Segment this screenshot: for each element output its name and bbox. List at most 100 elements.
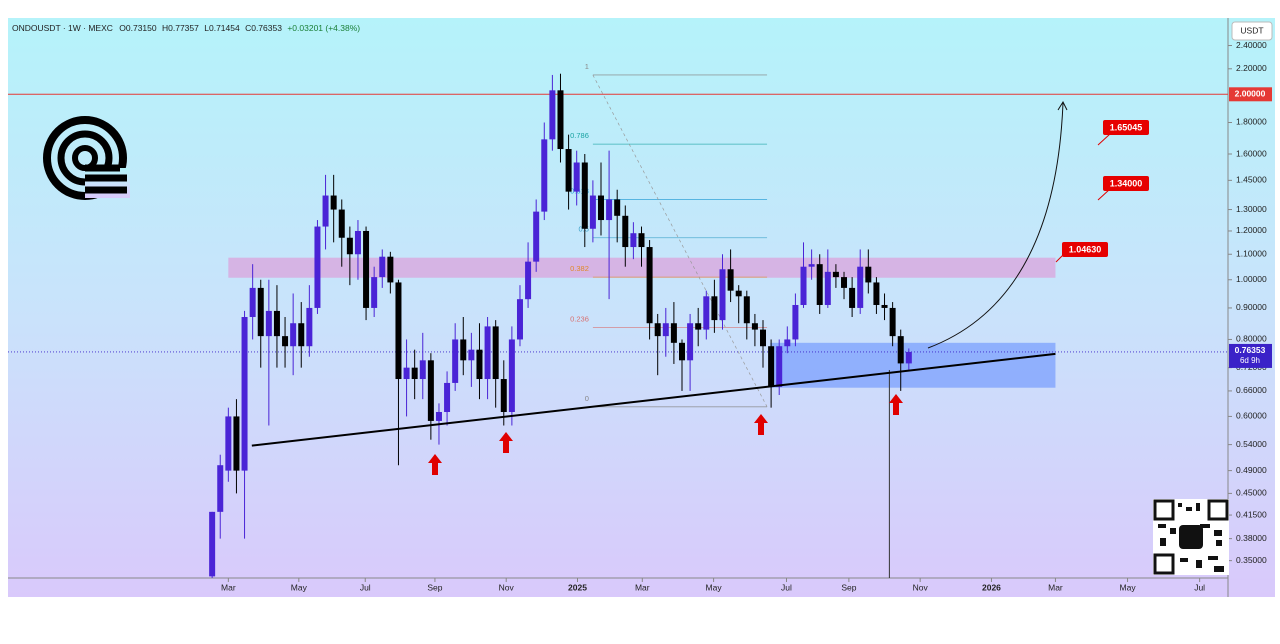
candle-body xyxy=(727,269,734,291)
y-tick-label: 0.41500 xyxy=(1236,509,1267,519)
candle-body xyxy=(435,411,442,421)
y-tick-label: 1.60000 xyxy=(1236,148,1267,158)
candle-body xyxy=(516,299,523,340)
x-tick-label: Mar xyxy=(1048,582,1063,592)
target-label: 1.04630 xyxy=(1069,244,1102,254)
x-tick-label: 2025 xyxy=(568,582,587,592)
candle-body xyxy=(768,346,775,387)
x-tick-label: Jul xyxy=(1194,582,1205,592)
target-label: 1.34000 xyxy=(1110,178,1143,188)
candle-body xyxy=(662,323,669,337)
y-tick-label: 2.40000 xyxy=(1236,40,1267,50)
last-price-box xyxy=(1229,343,1272,368)
open: O0.73150 xyxy=(119,23,157,33)
y-tick-label: 0.80000 xyxy=(1236,334,1267,344)
candle-body xyxy=(354,230,361,255)
x-tick-label: Sep xyxy=(427,582,442,592)
candle-body xyxy=(638,233,645,248)
candle-body xyxy=(533,211,540,262)
candle-body xyxy=(209,511,216,577)
candle-body xyxy=(800,266,807,305)
candle-body xyxy=(630,233,637,248)
y-tick-label: 0.90000 xyxy=(1236,302,1267,312)
candle-body xyxy=(403,367,410,380)
candle-body xyxy=(411,367,418,380)
y-tick-label: 1.10000 xyxy=(1236,249,1267,259)
candle-body xyxy=(525,261,532,300)
qr-code xyxy=(1153,499,1229,575)
candle-body xyxy=(849,287,856,308)
candle-body xyxy=(273,310,280,337)
candle-body xyxy=(265,310,272,337)
candle-body xyxy=(719,269,726,321)
x-tick-label: May xyxy=(1120,582,1137,592)
candle-body xyxy=(322,195,329,227)
x-tick-label: Mar xyxy=(635,582,650,592)
candle-body xyxy=(897,336,904,364)
candle-body xyxy=(492,326,499,380)
resistance-zone xyxy=(228,257,1056,278)
candle-body xyxy=(371,277,378,308)
y-tick-label: 1.20000 xyxy=(1236,225,1267,235)
target-price-box xyxy=(1229,87,1272,102)
arrows xyxy=(428,394,903,475)
candle-body xyxy=(379,256,386,278)
fib-label: 0.236 xyxy=(570,314,589,323)
candle-body xyxy=(573,162,580,192)
x-tick-label: Jul xyxy=(781,582,792,592)
candle-body xyxy=(760,329,767,347)
candle-body xyxy=(314,226,321,308)
candle-body xyxy=(873,282,880,305)
y-tick-label: 0.49000 xyxy=(1236,465,1267,475)
currency: USDT xyxy=(1240,25,1263,35)
x-tick-label: Mar xyxy=(221,582,236,592)
x-tick-label: Nov xyxy=(499,582,515,592)
candle-body xyxy=(832,271,839,278)
candle-body xyxy=(282,336,289,347)
x-tick-label: May xyxy=(291,582,308,592)
candle-body xyxy=(751,323,758,330)
candle-body xyxy=(614,199,621,216)
candle-body xyxy=(484,326,491,380)
candle-body xyxy=(557,90,564,150)
projection-curve xyxy=(927,102,1064,349)
candle-body xyxy=(233,416,240,471)
candle-body xyxy=(743,296,750,324)
symbol: ONDOUSDT · 1W · MEXC xyxy=(12,23,113,33)
candle-body xyxy=(597,195,604,221)
candle-body xyxy=(338,209,345,238)
candle-body xyxy=(670,323,677,343)
x-tick-label: Sep xyxy=(841,582,856,592)
x-tick-label: Nov xyxy=(913,582,929,592)
candle-body xyxy=(808,264,815,267)
candle-body xyxy=(792,304,799,340)
y-tick-label: 1.45000 xyxy=(1236,175,1267,185)
candle-body xyxy=(865,266,872,283)
candle-body xyxy=(735,290,742,297)
candle-body xyxy=(468,349,475,361)
trendline xyxy=(251,352,1056,447)
y-tick-label: 0.66000 xyxy=(1236,385,1267,395)
candle-body xyxy=(452,339,459,383)
candle-body xyxy=(330,195,337,210)
chart-background xyxy=(8,18,1275,597)
change: +0.03201 (+4.38%) xyxy=(287,23,360,33)
high: H0.77357 xyxy=(162,23,199,33)
x-tick-label: Jul xyxy=(360,582,371,592)
candle-body xyxy=(646,247,653,324)
candle-body xyxy=(363,230,370,308)
target-label: 1.65045 xyxy=(1110,122,1143,132)
candle-body xyxy=(695,323,702,330)
candle-body xyxy=(589,195,596,229)
candle-body xyxy=(703,296,710,330)
target-price-label: 2.00000 xyxy=(1235,89,1266,99)
candle-body xyxy=(857,266,864,308)
candle-body xyxy=(476,349,483,380)
candle-body xyxy=(257,287,264,337)
candle-body xyxy=(841,277,848,288)
candle-body xyxy=(541,139,548,212)
y-tick-label: 0.38000 xyxy=(1236,533,1267,543)
y-tick-label: 2.20000 xyxy=(1236,63,1267,73)
candle-body xyxy=(290,323,297,347)
